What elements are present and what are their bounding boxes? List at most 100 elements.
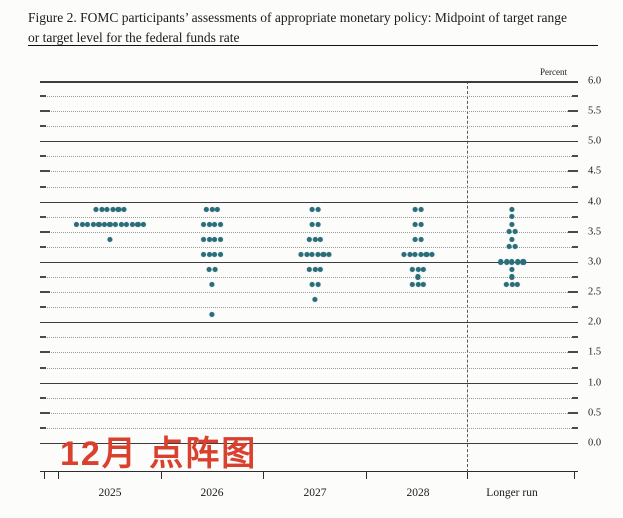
right-tick-5.25 [572,125,578,128]
projection-dot [309,221,315,227]
projection-dot [401,251,407,258]
gridline-2.25 [40,307,578,309]
left-tick-1.75 [40,336,46,339]
projection-dot [512,244,518,250]
projection-dot [509,266,515,273]
dot-row-2027-3.875 [309,206,321,212]
dot-row-longer-run-2.75 [509,274,515,280]
x-axis-label-2025: 2025 [98,487,122,499]
dot-row-2027-2.875 [306,266,324,273]
bottom-axis-tick [161,472,163,479]
projection-dot [93,206,99,212]
projection-dot [212,221,218,227]
bottom-axis-tick [467,472,469,479]
right-tick-0.50 [568,411,578,414]
left-tick-3.50 [40,230,50,233]
projection-dot [306,266,313,273]
gridline-2.00 [40,322,578,324]
right-tick-5.75 [572,95,578,98]
dot-row-2027-2.375 [312,297,318,303]
projection-dot [209,312,215,318]
right-tick-4.50 [568,170,578,173]
right-tick-1.50 [568,351,578,354]
dot-row-2027-3.625 [309,221,321,227]
projection-dot [315,221,321,227]
figure-title: Figure 2. FOMC participants’ assessments… [28,8,603,49]
projection-dot [201,221,207,227]
dot-row-longer-run-3.375 [509,236,515,242]
projection-dot [315,206,321,212]
projection-dot [407,251,413,258]
dot-row-2028-2.75 [415,274,421,280]
gridline-3.00 [40,261,578,263]
projection-dot [503,282,510,288]
projection-dot [217,236,223,242]
gridline-1.00 [40,382,578,384]
projection-dot [214,206,221,212]
projection-dot [420,282,427,288]
projection-dot [520,259,526,265]
right-tick-3.75 [572,215,578,218]
projection-dot [206,266,212,273]
dot-row-2025-3.625 [73,221,147,227]
projection-dot [107,221,113,227]
projection-dot [129,221,135,227]
dot-row-2028-2.875 [409,266,427,273]
x-axis-line [40,471,578,472]
dot-row-2028-3.125 [401,251,435,258]
right-tick-0.25 [572,426,578,429]
left-tick-1.25 [40,366,46,369]
gridline-5.50 [40,111,578,113]
projection-dot [121,206,127,212]
projection-dot [312,297,318,303]
gridline-3.50 [40,231,578,233]
projection-dot [418,206,424,212]
projection-dot [509,236,515,242]
projection-dot [135,221,141,227]
projection-dot [509,221,515,227]
left-tick-3.25 [40,245,46,248]
right-tick-2.50 [568,291,578,294]
dot-row-2028-3.625 [412,221,424,227]
right-tick-5.50 [568,110,578,113]
y-axis-tick-label-2.0: 2.0 [588,316,602,328]
left-tick-0.75 [40,396,46,399]
dot-row-longer-run-3 [498,259,526,265]
dot-row-2028-3.875 [412,206,424,212]
projection-dot [429,251,435,258]
dot-row-longer-run-3.5 [506,229,518,235]
gridline-2.75 [40,277,578,279]
gridline-5.00 [40,141,578,143]
projection-dot [412,236,418,242]
projection-dot [90,221,96,227]
gridline-0.00 [40,442,578,444]
projection-dot [317,236,324,242]
left-tick-0.25 [40,426,46,429]
projection-dot [110,206,116,212]
gridline-5.75 [40,96,578,98]
x-axis-label-2027: 2027 [303,487,327,499]
projection-dot [306,236,313,242]
y-axis-tick-label-2.5: 2.5 [588,286,602,298]
left-tick-4.25 [40,185,46,188]
projection-dot [418,236,424,242]
projection-dot [206,251,212,258]
right-tick-1.25 [572,366,578,369]
gridline-0.50 [40,412,578,414]
projection-dot [509,206,515,212]
projection-dot [217,221,223,227]
right-tick-2.25 [572,306,578,309]
gridline-2.50 [40,292,578,294]
gridline-4.50 [40,171,578,173]
projection-dot [420,266,427,273]
figure-title-line2: or target level for the federal funds ra… [28,30,240,46]
gridline-0.75 [40,397,578,399]
dot-row-2025-3.875 [93,206,127,212]
y-axis-tick-label-5.5: 5.5 [588,105,602,117]
y-axis-tick-label-5.0: 5.0 [588,135,602,147]
right-tick-4.25 [572,185,578,188]
right-tick-2.75 [572,276,578,279]
projection-dot [212,251,218,258]
projection-dot [514,282,521,288]
projection-dot [506,229,512,235]
